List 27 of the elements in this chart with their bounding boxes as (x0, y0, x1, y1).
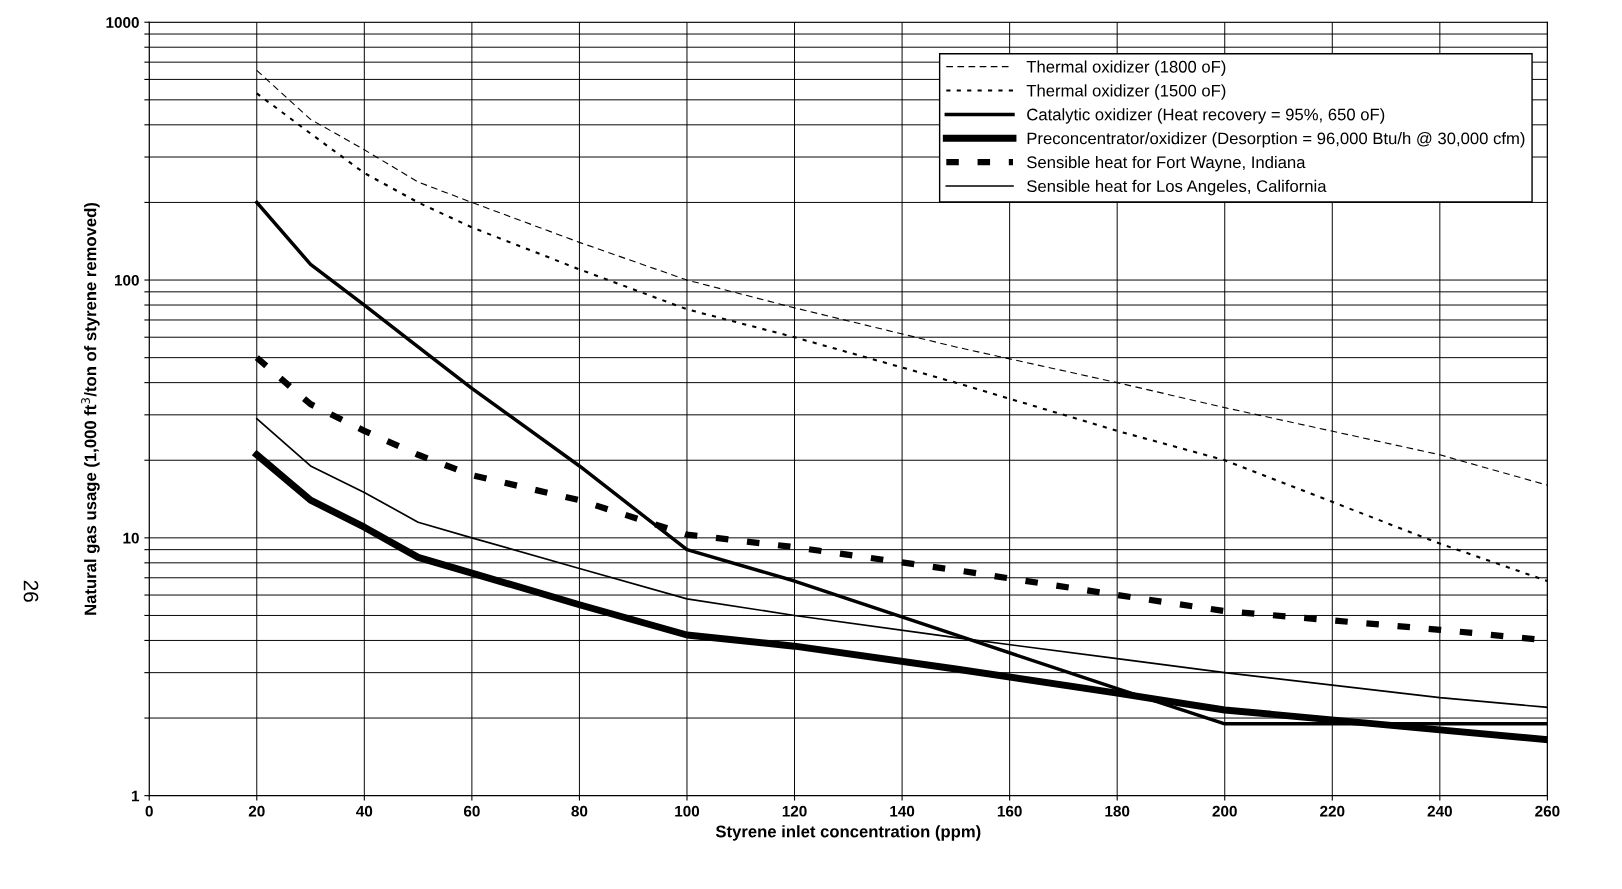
x-tick-label: 100 (675, 805, 700, 817)
y-axis-title: Natural gas usage (1,000 ft$^{3}$/ton of styrene removed) (81, 202, 100, 615)
legend-label: Thermal oxidizer (1500 oF) (1026, 84, 1226, 100)
text: 26 (23, 580, 39, 602)
legend-label: Sensible heat for Los Angeles, California (1027, 179, 1327, 196)
y-tick-label: 100 (114, 274, 139, 286)
x-tick-label: 0 (145, 805, 153, 817)
x-tick-label: 140 (890, 805, 915, 817)
x-axis-title: Styrene inlet concentration (ppm) (715, 825, 981, 841)
x-tick-label: 260 (1535, 805, 1560, 817)
legend-label: Sensible heat for Fort Wayne, Indiana (1027, 155, 1306, 172)
x-tick-label: 200 (1212, 805, 1237, 817)
y-tick-label: 1000 (106, 17, 139, 28)
x-tick-label: 80 (571, 805, 588, 817)
x-tick-label: 160 (997, 805, 1022, 817)
x-tick-label: 240 (1427, 805, 1452, 817)
legend-label: Preconcentrator/oxidizer (Desorption = 96,000 Btu/h @ 30,000 cfm) (1027, 132, 1525, 148)
legend-label: Catalytic oxidizer (Heat recovery = 95%, 650 oF) (1027, 108, 1385, 124)
y-tick-label: 10 (123, 532, 139, 544)
legend-label: Thermal oxidizer (1800 oF) (1026, 60, 1226, 76)
y-tick-label: 1 (131, 790, 140, 802)
x-tick-label: 220 (1320, 805, 1345, 817)
x-tick-label: 120 (782, 805, 807, 817)
x-tick-label: 20 (248, 805, 265, 817)
x-tick-label: 40 (356, 805, 373, 817)
x-tick-label: 60 (463, 805, 480, 817)
x-tick-label: 180 (1105, 805, 1130, 817)
